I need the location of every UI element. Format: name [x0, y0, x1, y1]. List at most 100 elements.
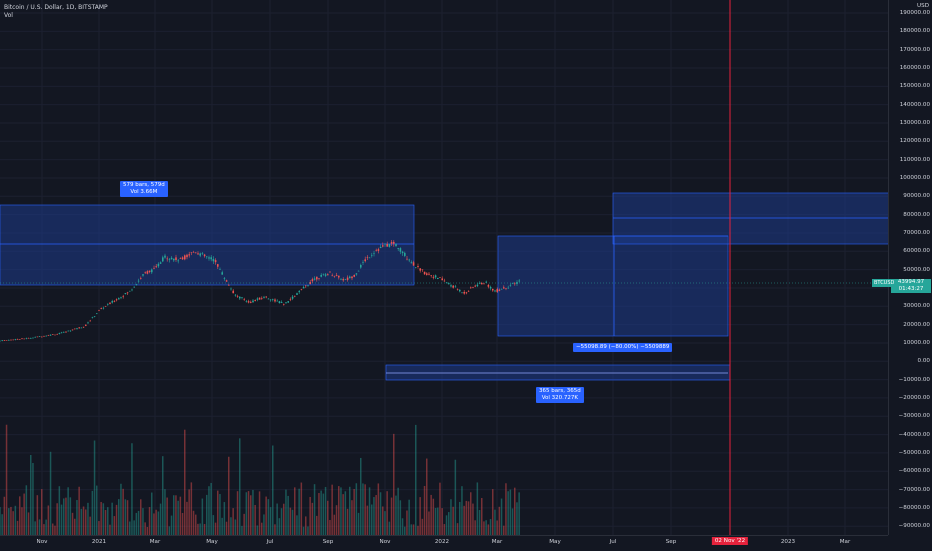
candle-body	[382, 245, 384, 247]
candle-body	[217, 264, 219, 267]
volume-bar	[302, 526, 305, 535]
candle-body	[221, 272, 223, 275]
candle-body	[511, 283, 514, 285]
volume-bar	[87, 502, 89, 535]
candle-body	[190, 252, 193, 254]
volume-bar	[360, 457, 362, 535]
volume-bar	[511, 508, 514, 535]
volume-bar	[43, 524, 45, 535]
volume-bar	[423, 485, 426, 535]
volume-bar	[210, 482, 212, 535]
candle-body	[351, 276, 353, 279]
candle-body	[30, 338, 32, 339]
volume-bar	[91, 490, 94, 535]
candle-body	[65, 331, 67, 333]
time-tick-label: Nov	[379, 539, 391, 545]
volume-label[interactable]: Vol	[4, 12, 13, 19]
volume-bar	[192, 510, 195, 535]
candle-body	[291, 296, 294, 299]
candle-body	[278, 301, 281, 304]
symbol-price-tag: BTCUSD	[872, 279, 897, 287]
volume-bar	[261, 522, 263, 535]
volume-bar	[441, 508, 443, 535]
candle-body	[0, 340, 1, 342]
measure-badge-date[interactable]: 365 bars, 365d Vol 320.727K	[536, 387, 584, 403]
candle-body	[362, 262, 364, 263]
candle-body	[415, 267, 417, 269]
volume-bar	[269, 507, 272, 535]
candle-body	[91, 317, 94, 318]
volume-bar	[285, 489, 287, 535]
candle-body	[265, 296, 267, 298]
price-axis[interactable]: USD 190000.00 180000.00 170000.00 160000.00…	[888, 0, 932, 535]
candle-body	[38, 336, 41, 337]
candle-body	[313, 278, 316, 280]
measure-vol-text: Vol 3.66M	[130, 189, 158, 195]
candle-body	[87, 322, 89, 324]
volume-bar	[476, 482, 479, 535]
candle-body	[439, 277, 441, 278]
candle-body	[461, 292, 463, 294]
candle-body	[430, 275, 432, 276]
candle-body	[261, 298, 263, 299]
time-axis[interactable]: Nov 2021 Mar May Jul Sep Nov 2022 Mar May Jul Sep 20…	[0, 535, 888, 551]
price-tick-label: 110000.00	[899, 156, 930, 163]
volume-bar	[507, 491, 509, 535]
plot-area[interactable]: Bitcoin / U.S. Dollar, 1D, BITSTAMP Vol …	[0, 0, 897, 535]
symbol-title[interactable]: Bitcoin / U.S. Dollar, 1D, BITSTAMP	[4, 4, 108, 11]
candle-body	[54, 334, 56, 336]
volume-bar	[157, 511, 160, 535]
volume-bar	[329, 520, 331, 535]
volume-bar	[102, 503, 105, 535]
candle-body	[481, 283, 483, 285]
candle-body	[397, 248, 399, 249]
candle-body	[184, 255, 186, 260]
measure-days-text: 365 bars, 365d	[539, 388, 581, 394]
price-tick-label: −40000.00	[898, 431, 930, 438]
candle-body	[144, 271, 146, 273]
volume-bar	[320, 490, 322, 535]
candle-body	[210, 257, 212, 260]
candle-body	[107, 303, 109, 305]
candle-body	[448, 283, 450, 285]
price-tick-label: 50000.00	[903, 266, 930, 273]
candle-body	[401, 251, 404, 254]
measure-badge-price[interactable]: −55098.89 (−80.00%) −5509889	[573, 343, 673, 352]
candle-body	[98, 310, 100, 311]
time-tick-label: 2021	[91, 539, 107, 545]
candle-body	[219, 269, 221, 270]
candle-body	[45, 335, 47, 337]
volume-bar	[96, 485, 98, 535]
candle-body	[3, 340, 6, 341]
volume-bar	[129, 521, 131, 535]
measure-badge-range[interactable]: 579 bars, 579d Vol 3.66M	[120, 181, 168, 197]
chart-canvas[interactable]	[0, 0, 897, 535]
volume-bar	[393, 433, 395, 535]
volume-bar	[353, 489, 355, 535]
candle-body	[322, 273, 325, 275]
time-tick-label: Mar	[491, 539, 503, 545]
volume-bar	[456, 523, 459, 535]
volume-bar	[126, 500, 129, 535]
candle-body	[386, 243, 388, 247]
candle-body	[373, 253, 375, 254]
volume-bar	[239, 438, 241, 535]
volume-bar	[223, 502, 226, 535]
volume-bar	[190, 482, 193, 535]
volume-bar	[8, 508, 10, 535]
candle-body	[443, 280, 446, 282]
volume-bar	[221, 517, 223, 535]
volume-bar	[487, 524, 490, 535]
volume-bar	[362, 483, 364, 535]
volume-bar	[232, 508, 234, 535]
volume-bar	[54, 525, 56, 535]
candle-body	[485, 281, 487, 283]
volume-bar	[60, 504, 63, 535]
candle-body	[115, 299, 118, 301]
candle-body	[63, 331, 65, 333]
volume-bar	[188, 489, 190, 535]
volume-bar	[470, 492, 472, 535]
volume-bar	[307, 526, 309, 535]
volume-bar	[373, 497, 375, 535]
volume-bar	[58, 486, 61, 535]
